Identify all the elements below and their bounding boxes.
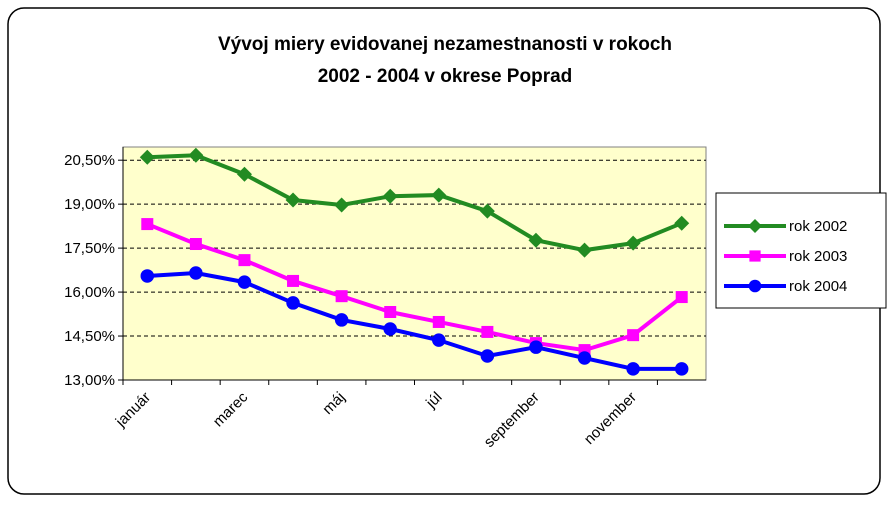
series-line [147,153,683,253]
marker [675,291,688,304]
marker [237,275,252,289]
marker [480,349,495,363]
marker [432,333,446,347]
marker [287,274,300,287]
y-tick-label: 19,00% [64,196,115,213]
marker [236,166,252,182]
marker [335,290,348,303]
plot-area [122,146,707,381]
marker [334,197,350,213]
legend-box [715,192,887,309]
chart-title: Vývoj miery evidovanej nezamestnanosti v… [218,34,672,55]
y-tick-label: 16,00% [64,284,115,301]
marker [431,187,447,203]
marker [481,325,494,338]
series-line [146,222,683,353]
y-tick-label: 20,50% [64,152,115,169]
marker [625,235,641,251]
marker [383,322,397,336]
marker [384,306,397,319]
marker [479,203,495,219]
marker [188,147,204,163]
marker [674,215,690,231]
marker [627,329,640,342]
marker [748,219,762,233]
marker [432,315,445,328]
marker [529,340,543,354]
marker [334,313,349,327]
marker [749,250,761,262]
marker [285,192,301,208]
marker [238,254,251,267]
marker [577,351,592,365]
marker [626,362,640,376]
legend-label: rok 2004 [789,278,847,295]
marker [189,266,203,280]
marker [141,218,154,231]
marker [577,242,593,258]
legend-label: rok 2003 [789,248,847,265]
marker [382,188,398,204]
marker [674,362,689,376]
y-tick-label: 13,00% [64,372,115,389]
chart-title: 2002 - 2004 v okrese Poprad [318,66,573,87]
marker [189,238,202,251]
marker [748,279,762,293]
marker [528,232,544,248]
legend-label: rok 2002 [789,218,847,235]
marker [286,296,300,310]
marker [140,269,155,283]
marker [139,149,155,165]
y-tick-label: 14,50% [64,328,115,345]
series-line [147,271,682,371]
y-tick-label: 17,50% [64,240,115,257]
